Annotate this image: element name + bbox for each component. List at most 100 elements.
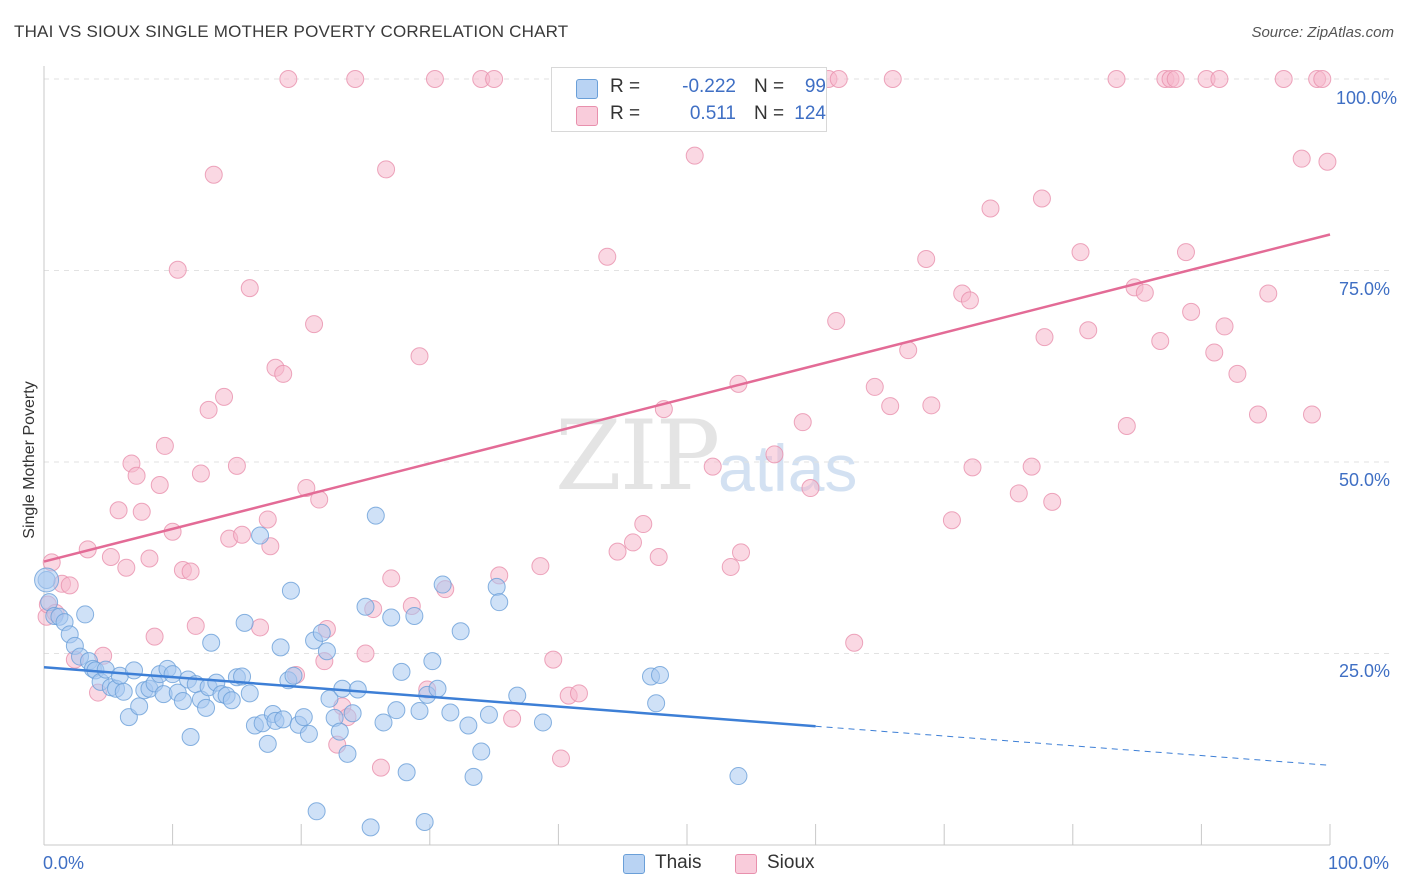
thais-point [361, 818, 380, 837]
sioux-point [544, 650, 563, 669]
thais-swatch [576, 79, 598, 99]
sioux-point [233, 525, 252, 544]
sioux-point [251, 618, 270, 637]
sioux-point [1292, 149, 1311, 168]
thais-point [366, 506, 385, 525]
r-value: -0.222 [682, 76, 736, 97]
sioux-point [127, 466, 146, 485]
thais-point [274, 710, 293, 729]
sioux-point [1274, 70, 1293, 88]
sioux-point [793, 413, 812, 432]
sioux-point [598, 247, 617, 266]
sioux-point [155, 436, 174, 455]
thais-point [197, 698, 216, 717]
sioux-point [917, 250, 936, 269]
sioux-point [1176, 243, 1195, 262]
thais-point [240, 684, 259, 703]
series-name: Thais [655, 852, 702, 873]
sioux-point [1079, 321, 1098, 340]
sioux-point [132, 502, 151, 521]
thais-swatch [623, 854, 645, 874]
sioux-point [140, 549, 159, 568]
sioux-point [305, 315, 324, 334]
sioux-point [60, 576, 79, 595]
thais-point [299, 724, 318, 743]
thais-trend-extension [815, 725, 1331, 766]
sioux-point [685, 146, 704, 165]
sioux-point [1248, 405, 1267, 424]
sioux-point [801, 479, 820, 498]
y-tick-label: 75.0% [1339, 279, 1391, 299]
sioux-point [765, 445, 784, 464]
y-tick-label: 50.0% [1339, 470, 1391, 490]
thais-point [181, 727, 200, 746]
thais-point [281, 581, 300, 600]
thais-point [294, 708, 313, 727]
sioux-point [922, 396, 941, 415]
sioux-point [960, 291, 979, 310]
sioux-point [1228, 364, 1247, 383]
thais-point [387, 701, 406, 720]
sioux-point [881, 397, 900, 416]
sioux-point [274, 364, 293, 383]
sioux-point [703, 457, 722, 476]
thais-point [490, 593, 509, 612]
sioux-point [109, 501, 128, 520]
thais-point [479, 705, 498, 724]
thais-point [125, 661, 144, 680]
sioux-point [1035, 328, 1054, 347]
n-label: N = [754, 76, 785, 97]
thais-point [312, 623, 331, 642]
sioux-point [569, 684, 588, 703]
thais-point [729, 767, 748, 786]
thais-point [130, 697, 149, 716]
n-value: 99 [804, 76, 826, 97]
sioux-point [1151, 331, 1170, 350]
sioux-point [1210, 70, 1229, 88]
sioux-point [845, 633, 864, 652]
watermark-zip: ZIP [555, 400, 720, 512]
sioux-point [168, 260, 187, 279]
thais-point [338, 744, 357, 763]
sioux-point [377, 160, 396, 179]
sioux-point [942, 511, 961, 530]
thais-point [464, 767, 483, 786]
sioux-point [1182, 302, 1201, 321]
sioux-point [1032, 189, 1051, 208]
axes [43, 66, 1331, 846]
thais-point [392, 662, 411, 681]
sioux-point [531, 557, 550, 576]
thais-point [235, 613, 254, 632]
trend-lines [43, 233, 1331, 766]
thais-point [508, 686, 527, 705]
sioux-point [240, 279, 259, 298]
sioux-point [204, 165, 223, 184]
r-label: R = [610, 76, 641, 97]
watermark-atlas: atlas [718, 431, 858, 505]
sioux-point [410, 347, 429, 366]
thais-point [410, 701, 429, 720]
sioux-point [163, 522, 182, 541]
r-value: 0.511 [689, 103, 736, 124]
sioux-point [829, 70, 848, 88]
sioux-point [981, 199, 1000, 218]
sioux-point [1043, 492, 1062, 511]
y-axis-label: Single Mother Poverty [21, 381, 38, 539]
sioux-point [181, 562, 200, 581]
y-tick-label: 25.0% [1339, 661, 1391, 681]
sioux-point [199, 400, 218, 419]
sioux-swatch [576, 106, 598, 126]
sioux-point [258, 510, 277, 529]
thais-point [258, 734, 277, 753]
sioux-point [608, 542, 627, 561]
thais-point [405, 606, 424, 625]
sioux-point [883, 70, 902, 88]
series-name: Sioux [767, 852, 815, 873]
sioux-swatch [735, 854, 757, 874]
y-tick-label: 100.0% [1336, 88, 1398, 108]
thais-point [317, 642, 336, 661]
sioux-point [425, 70, 444, 88]
sioux-trend-line [43, 233, 1331, 563]
r-label: R = [610, 103, 641, 124]
